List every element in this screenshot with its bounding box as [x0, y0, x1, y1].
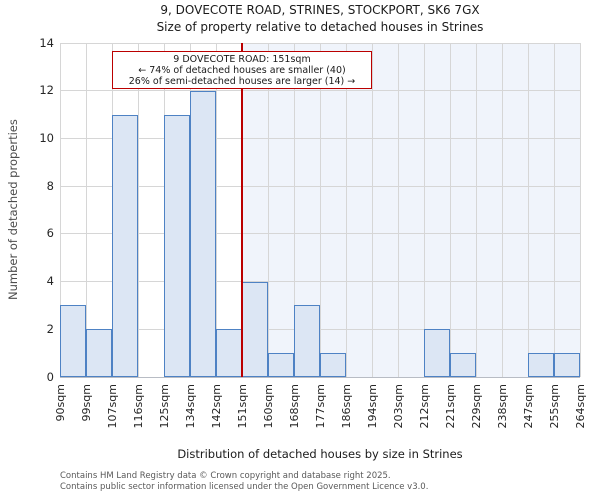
histogram-bar: [320, 353, 346, 377]
gridline-vertical: [268, 43, 269, 377]
x-tick-label: 99sqm: [80, 384, 93, 422]
gridline-vertical: [424, 43, 425, 377]
histogram-bar: [164, 115, 190, 377]
annotation-smaller-text: ← 74% of detached houses are smaller (40…: [138, 65, 346, 76]
y-tick-label: 14: [39, 36, 54, 50]
histogram-bar: [268, 353, 294, 377]
histogram-bar: [112, 115, 138, 377]
x-tick-label: 107sqm: [106, 384, 119, 429]
x-tick-label: 212sqm: [418, 384, 431, 429]
gridline-vertical: [450, 43, 451, 377]
x-tick-label: 90sqm: [54, 384, 67, 422]
footer-attribution: Contains HM Land Registry data © Crown c…: [60, 471, 428, 493]
y-tick-label: 6: [46, 226, 54, 240]
histogram-bar: [554, 353, 580, 377]
x-tick-label: 238sqm: [496, 384, 509, 429]
x-tick-label: 177sqm: [314, 384, 327, 429]
shaded-region-larger-properties: [242, 43, 580, 377]
y-tick-label: 2: [46, 322, 54, 336]
x-tick-label: 221sqm: [444, 384, 457, 429]
gridline-vertical: [216, 43, 217, 377]
gridline-vertical: [372, 43, 373, 377]
y-tick-label: 12: [39, 83, 54, 97]
gridline-vertical: [528, 43, 529, 377]
x-axis-line: [60, 376, 580, 378]
property-size-marker-line: [241, 43, 243, 377]
x-tick-label: 151sqm: [236, 384, 249, 429]
footer-line-2: Contains public sector information licen…: [60, 482, 429, 492]
x-tick-label: 160sqm: [262, 384, 275, 429]
x-tick-label: 116sqm: [132, 384, 145, 429]
gridline-vertical: [60, 43, 61, 377]
y-tick-label: 0: [46, 370, 54, 384]
gridline-vertical: [580, 43, 581, 377]
histogram-bar: [242, 282, 268, 377]
y-tick-label: 4: [46, 274, 54, 288]
gridline-vertical: [320, 43, 321, 377]
y-tick-label: 8: [46, 179, 54, 193]
histogram-bar: [528, 353, 554, 377]
gridline-vertical: [554, 43, 555, 377]
gridline-vertical: [138, 43, 139, 377]
chart-title: 9, DOVECOTE ROAD, STRINES, STOCKPORT, SK…: [160, 3, 480, 17]
gridline-vertical: [502, 43, 503, 377]
x-tick-label: 247sqm: [522, 384, 535, 429]
histogram-bar: [190, 91, 216, 377]
histogram-bar: [216, 329, 242, 377]
plot-area: [60, 43, 581, 378]
x-tick-label: 264sqm: [574, 384, 587, 429]
gridline-vertical: [346, 43, 347, 377]
annotation-larger-text: 26% of semi-detached houses are larger (…: [128, 76, 356, 87]
annotation-property-size: 9 DOVECOTE ROAD: 151sqm: [173, 54, 311, 65]
x-tick-label: 203sqm: [392, 384, 405, 429]
histogram-bar: [294, 305, 320, 377]
gridline-vertical: [86, 43, 87, 377]
annotation-box: 9 DOVECOTE ROAD: 151sqm ← 74% of detache…: [112, 51, 372, 89]
gridline-vertical: [294, 43, 295, 377]
footer-line-1: Contains HM Land Registry data © Crown c…: [60, 471, 391, 481]
histogram-bar: [60, 305, 86, 377]
x-tick-label: 194sqm: [366, 384, 379, 429]
x-tick-label: 229sqm: [470, 384, 483, 429]
histogram-bar: [86, 329, 112, 377]
gridline-vertical: [476, 43, 477, 377]
x-tick-label: 125sqm: [158, 384, 171, 429]
y-tick-label: 10: [39, 131, 54, 145]
histogram-bar: [450, 353, 476, 377]
x-tick-label: 134sqm: [184, 384, 197, 429]
gridline-vertical: [398, 43, 399, 377]
x-tick-label: 142sqm: [210, 384, 223, 429]
histogram-bar: [424, 329, 450, 377]
x-tick-label: 168sqm: [288, 384, 301, 429]
x-tick-label: 255sqm: [548, 384, 561, 429]
x-tick-label: 186sqm: [340, 384, 353, 429]
chart-subtitle: Size of property relative to detached ho…: [156, 20, 484, 34]
x-axis-label: Distribution of detached houses by size …: [177, 447, 463, 461]
